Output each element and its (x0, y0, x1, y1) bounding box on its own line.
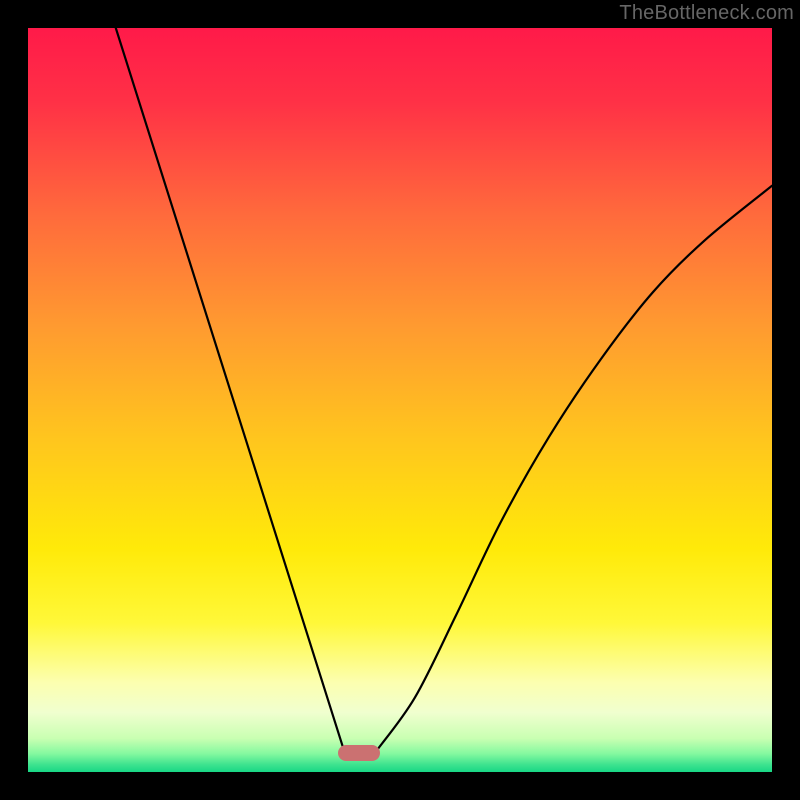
plot-area (28, 28, 772, 772)
gradient-background (28, 28, 772, 772)
optimum-marker (338, 745, 380, 761)
watermark-text: TheBottleneck.com (619, 2, 794, 25)
